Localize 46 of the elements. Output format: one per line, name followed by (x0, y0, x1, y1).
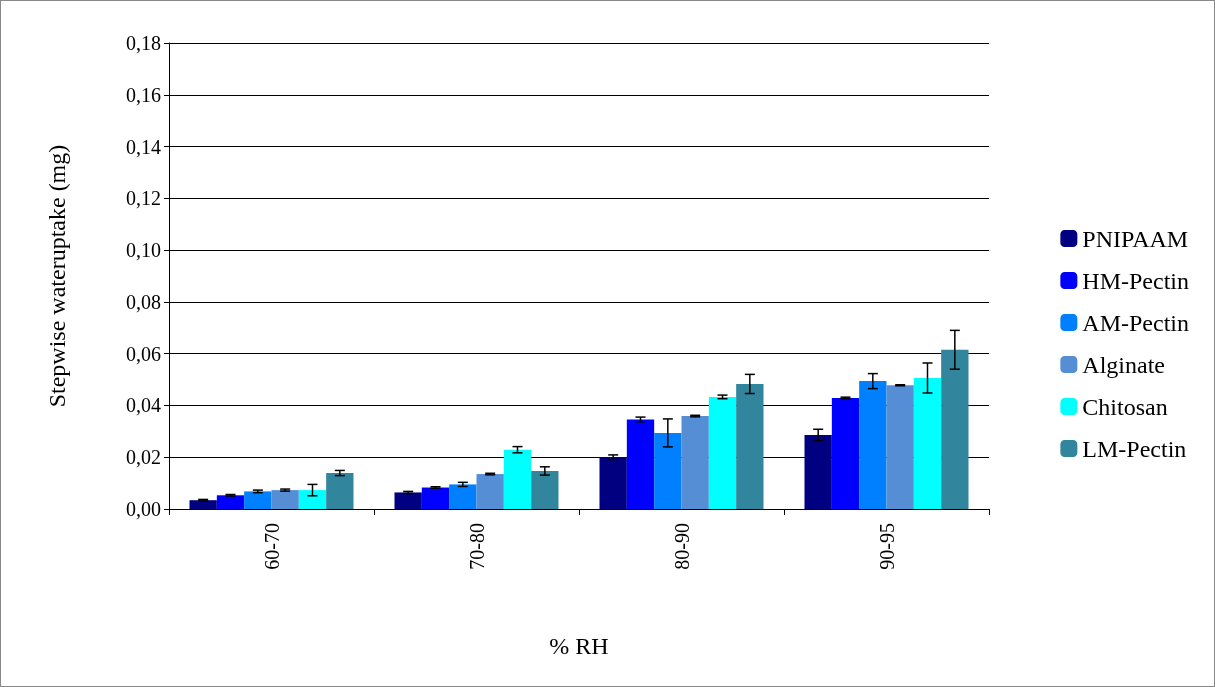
bar (886, 385, 914, 509)
y-tick-label: 0,16 (126, 83, 161, 106)
legend-label: PNIPAAM (1082, 225, 1189, 252)
x-axis-title: % RH (549, 633, 609, 659)
bar (271, 490, 299, 509)
bar (654, 432, 682, 509)
bar (599, 457, 627, 509)
bar (476, 474, 504, 509)
bar (216, 495, 245, 509)
bar (421, 487, 450, 509)
bar (189, 500, 217, 509)
bar (531, 470, 559, 509)
bar (736, 383, 764, 509)
legend-label: Chitosan (1082, 393, 1168, 420)
bar (626, 419, 655, 509)
x-tick-label: 80-90 (670, 523, 693, 570)
y-tick-label: 0,12 (126, 187, 161, 210)
y-tick-label: 0,08 (126, 290, 161, 313)
y-tick-label: 0,04 (126, 394, 161, 417)
x-tick-label: 70-80 (465, 523, 488, 570)
y-axis-title: Stepwise wateruptake (mg) (44, 144, 70, 408)
x-tick-label: 90-95 (875, 523, 898, 570)
bar (859, 381, 887, 509)
legend-label: AM-Pectin (1082, 309, 1189, 336)
y-tick-label: 0,14 (126, 135, 161, 158)
legend-label: Alginate (1082, 351, 1165, 378)
bar (503, 449, 532, 509)
bar (394, 492, 422, 509)
legend-label: HM-Pectin (1082, 267, 1189, 294)
bar (298, 490, 327, 509)
bar (681, 416, 709, 509)
x-tick-label: 60-70 (260, 523, 283, 570)
bar (326, 473, 354, 509)
bar (244, 491, 272, 509)
y-tick-label: 0,02 (126, 446, 161, 469)
bar (449, 484, 477, 509)
y-tick-label: 0,18 (126, 32, 161, 54)
legend-label: LM-Pectin (1082, 435, 1187, 462)
bar (941, 349, 969, 509)
y-tick-label: 0,06 (126, 342, 161, 365)
bar (708, 396, 737, 509)
bar (831, 397, 860, 509)
bar (913, 378, 942, 509)
bar (804, 434, 832, 509)
y-tick-label: 0,00 (126, 498, 161, 520)
y-tick-label: 0,10 (126, 239, 161, 262)
